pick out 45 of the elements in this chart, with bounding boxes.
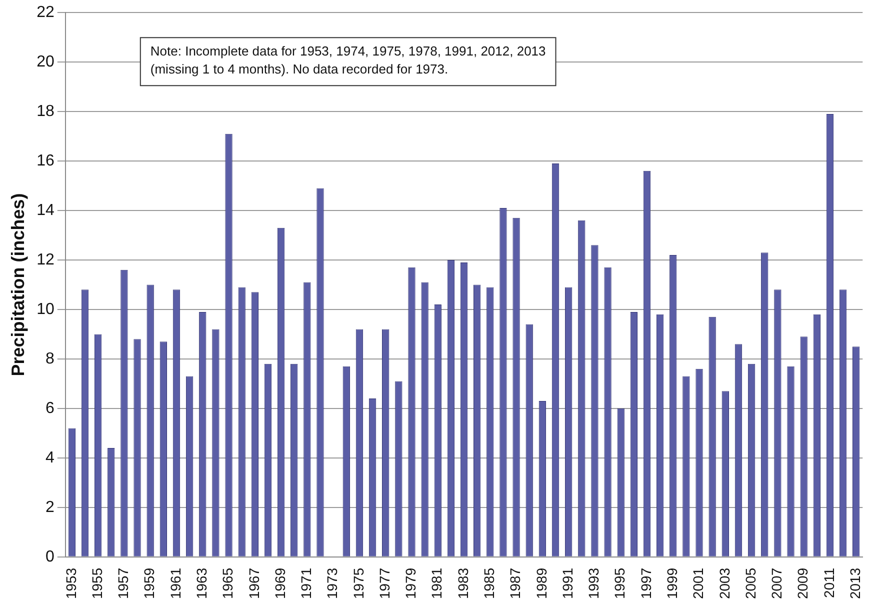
x-tick-label: 2013 bbox=[846, 568, 863, 600]
x-tick-label: 1977 bbox=[376, 568, 392, 600]
x-tick-label: 1973 bbox=[324, 568, 340, 600]
x-tick-label: 2009 bbox=[794, 568, 811, 600]
x-tick-label: 1961 bbox=[167, 568, 184, 600]
y-tick-label: 10 bbox=[36, 300, 54, 318]
y-tick-label: 20 bbox=[36, 53, 54, 70]
x-tick-label: 1971 bbox=[298, 568, 314, 600]
x-tick-label: 2007 bbox=[768, 568, 785, 600]
x-tick-label: 2001 bbox=[690, 568, 706, 600]
y-tick-label: 6 bbox=[45, 400, 54, 417]
x-tick-label: 1953 bbox=[62, 568, 79, 600]
y-tick-label: 22 bbox=[36, 4, 54, 22]
x-tick-label: 1963 bbox=[193, 568, 210, 600]
x-tick-label: 1993 bbox=[586, 568, 602, 600]
x-tick-label: 1989 bbox=[533, 568, 550, 600]
y-tick-label: 2 bbox=[45, 498, 54, 516]
x-tick-label: 2003 bbox=[716, 568, 732, 600]
x-tick-label: 1979 bbox=[402, 568, 419, 600]
y-tick-label: 8 bbox=[45, 350, 54, 368]
x-tick-label: 2005 bbox=[742, 568, 758, 600]
x-tick-label: 1975 bbox=[350, 568, 366, 600]
annotation: Note: Incomplete data for 1953, 1974, 1975, 1978, 1991, 2012, 2013 (missing 1 to 4 months). No data recorded for 1973. bbox=[150, 44, 546, 77]
y-tick-label: 0 bbox=[45, 548, 54, 566]
x-tick-label: 1997 bbox=[638, 568, 654, 600]
x-tick-label: 1967 bbox=[246, 568, 262, 600]
x-tick-label: 1965 bbox=[220, 568, 236, 600]
y-axis-title: Precipitation (inches) bbox=[8, 193, 28, 376]
x-tick-label: 1985 bbox=[481, 568, 498, 600]
y-tick-label: 4 bbox=[45, 449, 54, 466]
y-tick-label: 12 bbox=[36, 251, 54, 268]
x-tick-label: 1995 bbox=[612, 568, 628, 600]
x-tick-label: 1955 bbox=[88, 568, 105, 600]
y-tick-label: 14 bbox=[36, 202, 54, 219]
x-tick-label: 2011 bbox=[820, 568, 837, 598]
y-tick-label: 16 bbox=[36, 152, 54, 170]
x-tick-label: 1957 bbox=[115, 568, 132, 600]
x-tick-label: 1987 bbox=[507, 568, 524, 600]
x-tick-label: 1969 bbox=[272, 568, 288, 600]
y-tick-label: 18 bbox=[36, 102, 54, 120]
x-tick-label: 1959 bbox=[141, 568, 158, 600]
x-tick-label: 1981 bbox=[428, 568, 445, 600]
x-tick-label: 1983 bbox=[454, 568, 471, 600]
x-tick-label: 1991 bbox=[559, 568, 576, 600]
x-tick-label: 1999 bbox=[664, 568, 680, 600]
